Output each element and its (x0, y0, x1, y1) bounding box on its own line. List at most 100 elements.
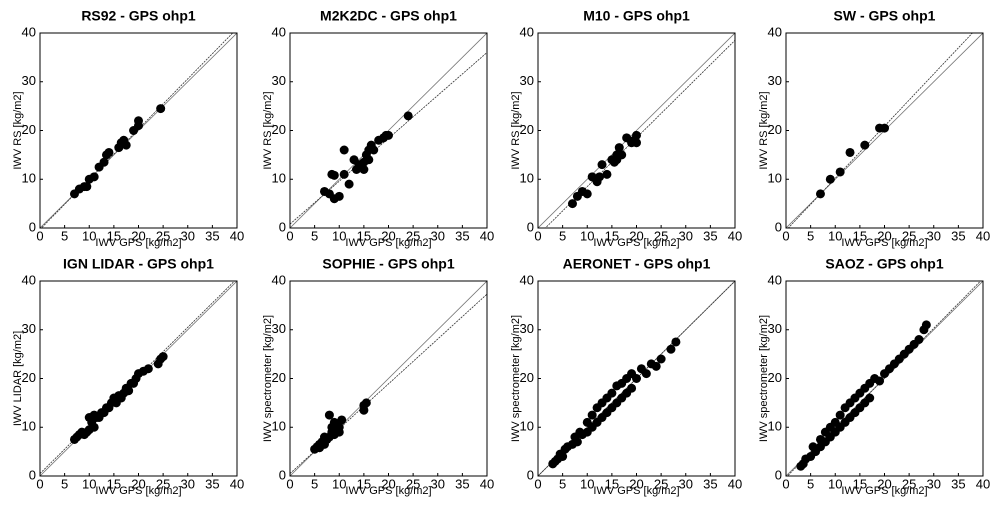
point (641, 369, 651, 379)
point (337, 415, 347, 425)
x-tick-label: 5 (61, 476, 68, 491)
x-tick-label: 0 (534, 476, 541, 491)
y-tick-label: 20 (520, 370, 534, 385)
x-tick-label: 40 (480, 476, 494, 491)
y-tick-label: 30 (768, 73, 782, 88)
y-tick-label: 30 (520, 321, 534, 336)
x-tick-label: 40 (480, 228, 494, 243)
x-axis-label: IWV GPS [kg/m2] (345, 237, 431, 249)
y-tick-label: 10 (520, 419, 534, 434)
chart-title: SW - GPS ohp1 (834, 8, 936, 24)
axes-box (537, 32, 736, 229)
point (369, 145, 379, 155)
chart-title: IGN LIDAR - GPS ohp1 (63, 256, 214, 272)
y-tick-label: 30 (272, 73, 286, 88)
y-tick-label: 10 (768, 419, 782, 434)
point (597, 160, 607, 170)
x-axis-label: IWV GPS [kg/m2] (841, 237, 927, 249)
point (815, 189, 825, 199)
x-tick-label: 20 (877, 476, 891, 491)
point (845, 147, 855, 157)
x-tick-label: 0 (36, 228, 43, 243)
point (627, 383, 637, 393)
y-tick-label: 0 (527, 219, 534, 234)
axes-box (289, 32, 488, 229)
x-axis-label: IWV GPS [kg/m2] (841, 485, 927, 497)
point (671, 337, 681, 347)
x-tick-label: 10 (82, 228, 96, 243)
point (632, 130, 641, 140)
x-tick-label: 25 (902, 476, 916, 491)
point (835, 167, 845, 177)
y-axis-label: IWV spectrometer [kg/m2] (262, 315, 274, 442)
fit-line (290, 293, 487, 474)
y-tick-label: 40 (22, 272, 36, 287)
point (403, 111, 413, 121)
x-tick-label: 25 (654, 228, 668, 243)
y-axis-label: IWV spectrometer [kg/m2] (510, 315, 522, 442)
x-tick-label: 15 (853, 476, 867, 491)
x-tick-label: 10 (580, 476, 594, 491)
point (865, 393, 875, 403)
y-tick-label: 40 (272, 272, 286, 287)
x-axis-label: IWV GPS [kg/m2] (593, 237, 679, 249)
subplot: IGN LIDAR - GPS ohp1 IWV GPS [kg/m2] IWV L… (12, 256, 244, 497)
y-tick-label: 30 (22, 321, 36, 336)
point (558, 452, 568, 461)
chart-title: M10 - GPS ohp1 (583, 8, 690, 24)
x-tick-label: 0 (36, 476, 43, 491)
y-axis-label: IWV RS [kg/m2] (510, 91, 522, 169)
x-tick-label: 35 (951, 228, 965, 243)
axes-box (537, 280, 736, 477)
point (143, 364, 153, 374)
y-tick-label: 10 (520, 171, 534, 186)
axes-box (785, 32, 984, 229)
y-tick-label: 40 (768, 24, 782, 39)
point (587, 410, 597, 420)
x-tick-label: 40 (230, 228, 244, 243)
y-tick-label: 0 (527, 467, 534, 482)
x-tick-label: 20 (131, 228, 145, 243)
point (567, 199, 577, 209)
y-tick-label: 40 (520, 272, 534, 287)
point (89, 172, 99, 182)
axes-box (39, 280, 238, 477)
x-tick-label: 25 (902, 228, 916, 243)
x-tick-label: 15 (605, 228, 619, 243)
point (158, 352, 168, 362)
x-tick-label: 10 (332, 228, 346, 243)
x-tick-label: 5 (311, 476, 318, 491)
point (860, 140, 870, 150)
y-axis-label: IWV RS [kg/m2] (758, 91, 770, 169)
subplot: SW - GPS ohp1 IWV GPS [kg/m2] IWV RS [kg/m… (758, 8, 990, 249)
x-tick-label: 35 (205, 476, 219, 491)
y-tick-label: 0 (279, 219, 286, 234)
x-tick-label: 5 (61, 228, 68, 243)
x-tick-label: 5 (807, 476, 814, 491)
point (82, 182, 92, 192)
point (121, 140, 131, 150)
x-tick-label: 0 (286, 476, 293, 491)
x-tick-label: 10 (332, 476, 346, 491)
x-tick-label: 30 (927, 476, 941, 491)
y-tick-label: 10 (272, 419, 286, 434)
x-tick-label: 15 (357, 228, 371, 243)
y-axis-label: IWV RS [kg/m2] (12, 91, 24, 169)
y-tick-label: 0 (279, 467, 286, 482)
x-tick-label: 5 (559, 228, 566, 243)
y-tick-label: 20 (768, 122, 782, 137)
y-tick-label: 30 (22, 73, 36, 88)
chart-title: SOPHIE - GPS ohp1 (322, 256, 454, 272)
y-tick-label: 20 (272, 122, 286, 137)
x-tick-label: 40 (976, 476, 990, 491)
x-axis-label: IWV GPS [kg/m2] (345, 485, 431, 497)
y-tick-label: 20 (768, 370, 782, 385)
x-tick-label: 20 (381, 228, 395, 243)
point (607, 388, 617, 398)
chart-title: RS92 - GPS ohp1 (81, 8, 196, 24)
y-tick-label: 40 (272, 24, 286, 39)
y-tick-label: 30 (520, 73, 534, 88)
x-tick-label: 20 (629, 228, 643, 243)
y-tick-label: 0 (775, 219, 782, 234)
point (582, 189, 592, 199)
